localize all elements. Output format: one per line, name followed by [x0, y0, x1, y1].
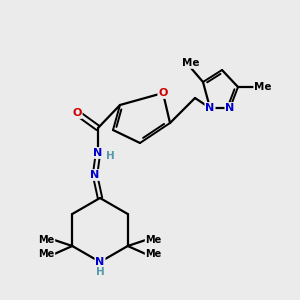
Text: O: O	[72, 108, 82, 118]
Text: Me: Me	[146, 235, 162, 245]
Text: N: N	[95, 257, 105, 267]
Text: N: N	[206, 103, 214, 113]
Text: Me: Me	[182, 58, 200, 68]
Text: Me: Me	[254, 82, 272, 92]
Text: H: H	[106, 151, 114, 161]
Text: N: N	[225, 103, 235, 113]
Text: Me: Me	[38, 249, 54, 259]
Text: N: N	[90, 170, 100, 180]
Text: H: H	[96, 267, 104, 277]
Text: Me: Me	[146, 249, 162, 259]
Text: O: O	[158, 88, 168, 98]
Text: Me: Me	[38, 235, 54, 245]
Text: N: N	[93, 148, 103, 158]
